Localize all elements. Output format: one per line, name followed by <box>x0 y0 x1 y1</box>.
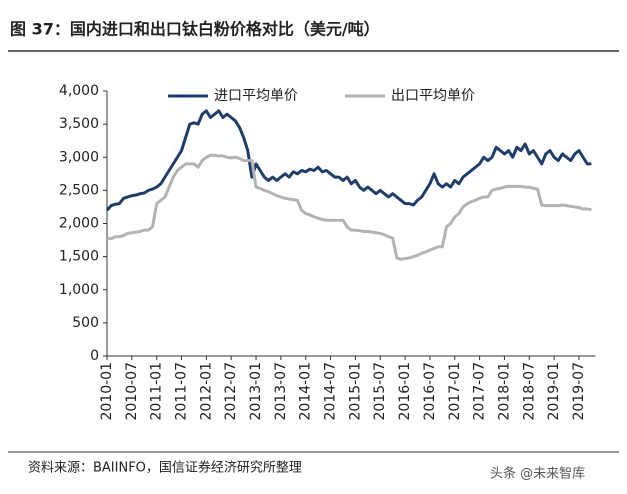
x-tick-label: 2018-07 <box>521 362 537 421</box>
x-tick-label: 2016-07 <box>422 362 438 421</box>
x-tick-label: 2017-01 <box>447 362 463 421</box>
x-tick-label: 2016-01 <box>397 362 413 421</box>
x-tick-label: 2013-07 <box>273 362 289 421</box>
source: 资料来源：BAIINFO，国信证券经济研究所整理 <box>28 460 302 476</box>
x-tick-label: 2014-07 <box>323 362 339 421</box>
y-tick-label: 0 <box>90 348 99 364</box>
x-tick-label: 2011-01 <box>149 362 165 421</box>
y-tick-label: 3,000 <box>59 149 99 165</box>
x-tick-label: 2014-01 <box>298 362 314 421</box>
legend-label: 出口平均单价 <box>391 88 475 104</box>
y-tick-label: 2,000 <box>59 216 99 232</box>
x-tick-label: 2010-07 <box>124 362 140 421</box>
x-tick-label: 2012-07 <box>223 362 239 421</box>
y-tick-label: 3,500 <box>59 116 99 132</box>
y-tick-label: 500 <box>72 315 99 331</box>
y-tick-label: 1,500 <box>59 249 99 265</box>
x-tick-label: 2013-01 <box>248 362 264 421</box>
x-tick-label: 2018-01 <box>496 362 512 421</box>
x-tick-label: 2011-07 <box>174 362 190 421</box>
watermark: 头条 @未来智库 <box>490 466 585 482</box>
x-tick-label: 2015-07 <box>372 362 388 421</box>
y-tick-label: 4,000 <box>59 83 99 99</box>
x-tick-label: 2019-01 <box>546 362 562 421</box>
x-tick-label: 2019-07 <box>571 362 587 421</box>
series-line <box>105 109 592 212</box>
chart-title: 图 37：国内进口和出口钛白粉价格对比（美元/吨） <box>10 20 380 39</box>
x-tick-label: 2015-01 <box>347 362 363 421</box>
x-tick-label: 2012-01 <box>198 362 214 421</box>
series-line <box>106 153 592 261</box>
y-tick-label: 1,000 <box>59 282 99 298</box>
y-tick-label: 2,500 <box>59 182 99 198</box>
x-tick-label: 2010-01 <box>99 362 115 421</box>
legend-label: 进口平均单价 <box>214 88 298 104</box>
x-tick-label: 2017-07 <box>472 362 488 421</box>
